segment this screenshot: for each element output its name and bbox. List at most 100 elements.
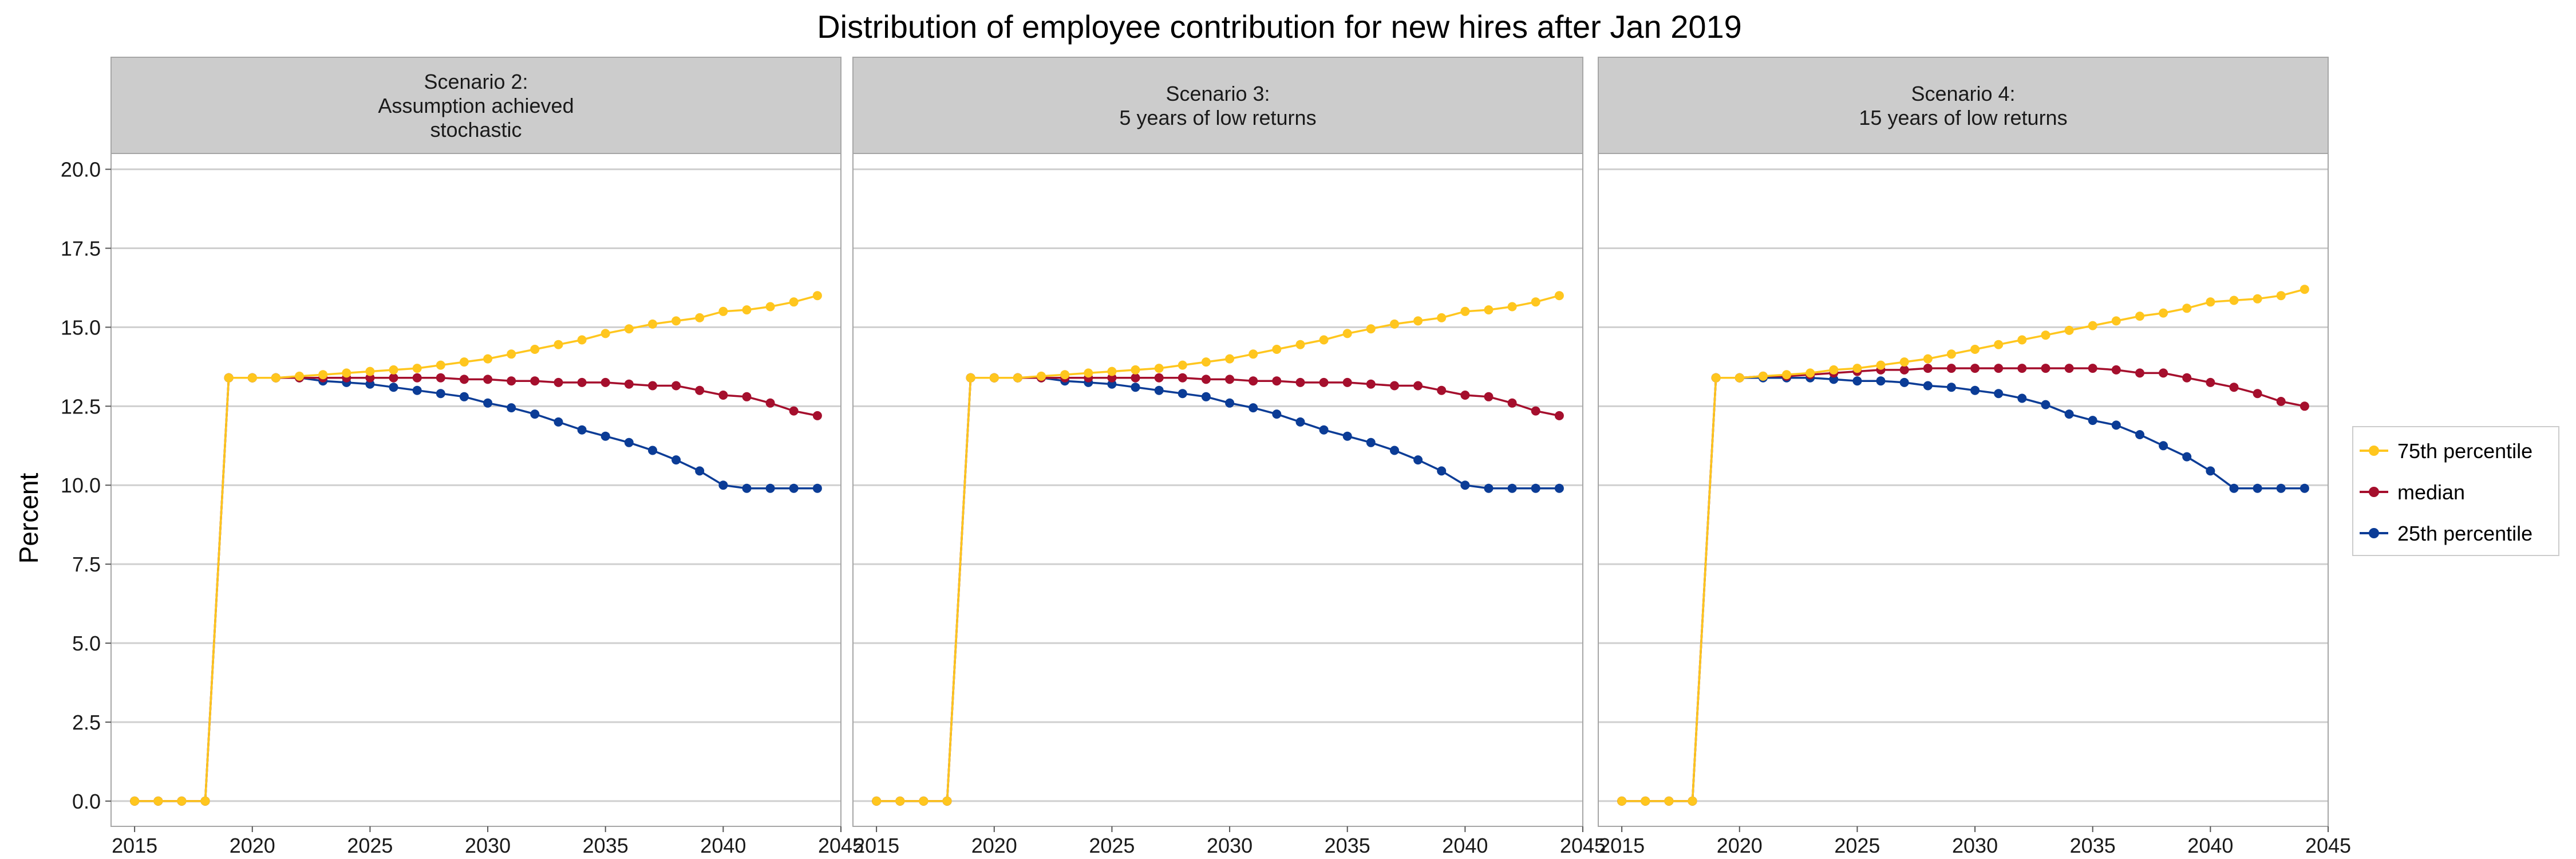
data-point bbox=[1554, 411, 1564, 420]
panel-strip-label: Scenario 3: bbox=[1165, 82, 1270, 105]
data-point bbox=[577, 425, 587, 435]
y-tick-label: 2.5 bbox=[72, 711, 101, 734]
data-point bbox=[1876, 376, 1886, 386]
panel-2: Scenario 3:5 years of low returns 2015 202… bbox=[852, 57, 1606, 857]
panel-strip-label: 15 years of low returns bbox=[1859, 106, 2067, 129]
data-point bbox=[1319, 335, 1329, 345]
data-point bbox=[742, 305, 752, 315]
data-point bbox=[919, 796, 929, 806]
data-point bbox=[1413, 316, 1423, 326]
data-point bbox=[507, 349, 516, 359]
x-tick-label: 2025 bbox=[347, 834, 393, 857]
data-point bbox=[247, 373, 257, 383]
y-tick-label: 7.5 bbox=[72, 553, 101, 576]
panel-strip bbox=[852, 57, 1583, 154]
data-point bbox=[600, 329, 610, 338]
data-point bbox=[2253, 483, 2262, 493]
chart-title: Distribution of employee contribution fo… bbox=[817, 9, 1742, 45]
data-point bbox=[695, 313, 705, 322]
data-point bbox=[1437, 313, 1447, 322]
y-tick-label: 5.0 bbox=[72, 632, 101, 655]
legend-label: 75th percentile bbox=[2397, 439, 2532, 463]
data-point bbox=[412, 364, 422, 373]
data-point bbox=[1225, 375, 1235, 384]
data-point bbox=[1641, 796, 1650, 806]
data-point bbox=[1390, 381, 1399, 391]
data-point bbox=[1876, 360, 1886, 370]
panel-strip-label: Scenario 2: bbox=[424, 70, 528, 93]
data-point bbox=[2159, 368, 2168, 378]
data-point bbox=[2135, 312, 2144, 321]
data-point bbox=[2135, 368, 2144, 378]
x-tick-label: 2035 bbox=[2070, 834, 2116, 857]
legend-item: median bbox=[2360, 480, 2465, 504]
chart-legend: 75th percentile median 25th percentile bbox=[2352, 426, 2559, 556]
data-point bbox=[718, 480, 728, 490]
data-point bbox=[2135, 430, 2144, 439]
data-point bbox=[1899, 365, 1909, 375]
data-point bbox=[648, 446, 657, 455]
data-point bbox=[483, 354, 493, 364]
data-point bbox=[2041, 400, 2050, 409]
legend-item: 25th percentile bbox=[2360, 522, 2532, 545]
data-point bbox=[577, 377, 587, 387]
x-tick-label: 2015 bbox=[854, 834, 899, 857]
data-point bbox=[1037, 371, 1046, 381]
data-point bbox=[1829, 365, 1839, 375]
data-point bbox=[2111, 420, 2121, 430]
data-point bbox=[624, 324, 634, 334]
data-point bbox=[1460, 391, 1470, 400]
panel-border bbox=[852, 153, 1583, 827]
data-point bbox=[1782, 370, 1791, 380]
data-point bbox=[554, 340, 563, 349]
data-point bbox=[1970, 385, 1980, 395]
chart-panels: Scenario 2:Assumption achievedstochastic… bbox=[61, 57, 2351, 857]
data-point bbox=[1946, 349, 1956, 359]
legend-label: 25th percentile bbox=[2397, 522, 2532, 545]
x-tick-label: 2035 bbox=[583, 834, 629, 857]
data-point bbox=[966, 373, 975, 383]
data-point bbox=[1249, 376, 1258, 386]
data-point bbox=[1178, 389, 1187, 399]
data-point bbox=[1272, 409, 1282, 419]
data-point bbox=[1154, 373, 1164, 383]
data-point bbox=[1413, 381, 1423, 391]
panel-strip-label: stochastic bbox=[430, 118, 521, 141]
data-point bbox=[895, 796, 905, 806]
data-point bbox=[1994, 389, 2004, 399]
y-tick-label: 0.0 bbox=[72, 790, 101, 813]
data-point bbox=[365, 373, 375, 383]
y-tick-label: 17.5 bbox=[61, 237, 101, 260]
data-point bbox=[2017, 393, 2027, 403]
data-point bbox=[1805, 368, 1815, 378]
data-point bbox=[2276, 291, 2286, 301]
data-point bbox=[1154, 385, 1164, 395]
data-point bbox=[389, 373, 398, 383]
x-tick-label: 2030 bbox=[465, 834, 511, 857]
panel-border bbox=[1598, 153, 2329, 827]
data-point bbox=[1617, 796, 1627, 806]
data-point bbox=[2088, 416, 2097, 425]
data-point bbox=[295, 371, 304, 381]
data-point bbox=[554, 377, 563, 387]
data-point bbox=[812, 411, 822, 420]
data-point bbox=[2300, 285, 2309, 294]
data-point bbox=[1507, 302, 1517, 312]
data-point bbox=[530, 409, 540, 419]
data-point bbox=[1554, 291, 1564, 301]
data-point bbox=[648, 381, 657, 391]
y-tick-label: 20.0 bbox=[61, 158, 101, 182]
plot-area bbox=[111, 153, 841, 826]
data-point bbox=[436, 389, 445, 399]
data-point bbox=[459, 375, 469, 384]
data-point bbox=[2017, 364, 2027, 373]
data-point bbox=[1225, 398, 1235, 408]
data-point bbox=[1131, 365, 1140, 375]
data-point bbox=[1484, 392, 1494, 401]
data-point bbox=[624, 379, 634, 389]
data-point bbox=[742, 483, 752, 493]
data-point bbox=[1178, 360, 1187, 370]
x-tick-label: 2025 bbox=[1834, 834, 1880, 857]
data-point bbox=[1994, 340, 2004, 349]
